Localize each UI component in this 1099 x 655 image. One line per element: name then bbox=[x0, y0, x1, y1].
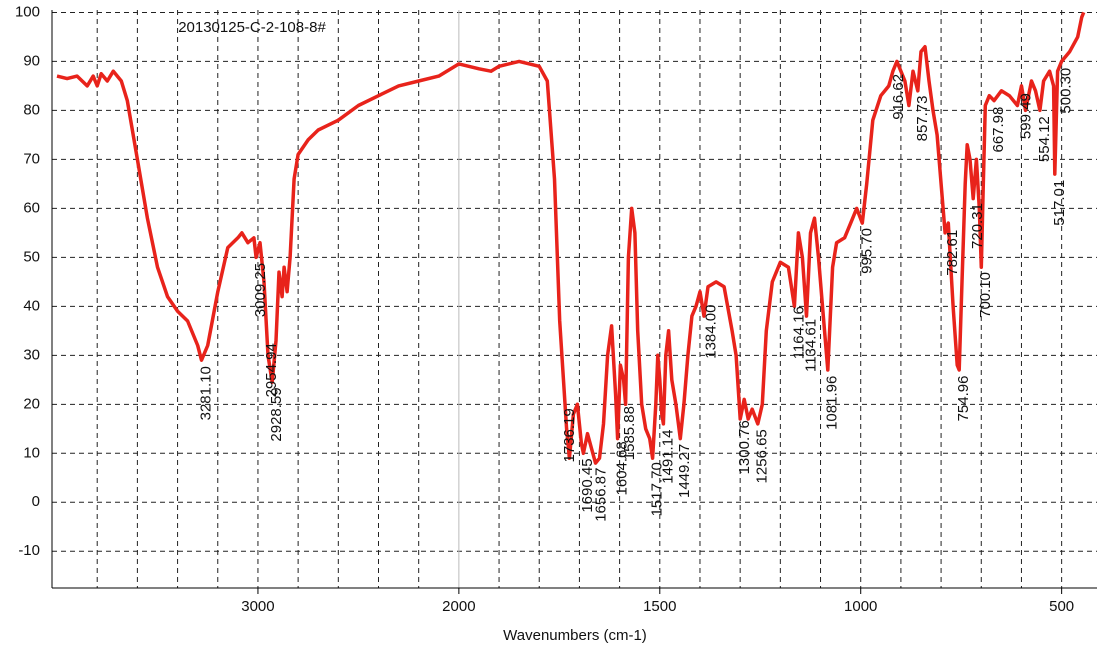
peak-label: 1517.70 bbox=[649, 462, 666, 516]
y-tick-label: 30 bbox=[23, 346, 40, 363]
y-tick-label: 100 bbox=[15, 3, 40, 20]
peak-label: 1585.88 bbox=[621, 406, 638, 460]
peak-label: 782.61 bbox=[944, 230, 961, 276]
peak-label: 554.12 bbox=[1036, 116, 1053, 162]
peak-label: 3009.25 bbox=[252, 263, 269, 317]
peak-label: 1690.45 bbox=[579, 458, 596, 512]
spectrum-line bbox=[56, 11, 1086, 465]
x-tick-label: 2000 bbox=[442, 598, 475, 615]
peak-label: 1300.76 bbox=[736, 420, 753, 474]
peak-label: 720.31 bbox=[969, 203, 986, 249]
y-tick-label: 40 bbox=[23, 297, 40, 314]
peak-label: 1081.96 bbox=[824, 376, 841, 430]
peak-label: 1736.19 bbox=[561, 408, 578, 462]
peak-label: 3281.10 bbox=[197, 366, 214, 420]
peak-label: 995.70 bbox=[858, 228, 875, 274]
y-tick-label: -10 bbox=[18, 542, 40, 559]
peak-label: 1491.14 bbox=[659, 430, 676, 484]
x-tick-label: 1500 bbox=[643, 598, 676, 615]
chart-title: 20130125-C-2-108-8# bbox=[178, 19, 326, 36]
y-tick-label: 60 bbox=[23, 199, 40, 216]
peak-label: 1164.16 bbox=[791, 306, 808, 359]
y-tick-label: 20 bbox=[23, 395, 40, 412]
y-tick-label: 80 bbox=[23, 101, 40, 118]
peak-label: 1256.65 bbox=[754, 429, 771, 483]
peak-label: 857.73 bbox=[914, 95, 931, 141]
y-tick-label: 90 bbox=[23, 52, 40, 69]
peak-label: 599.49 bbox=[1018, 93, 1035, 139]
y-tick-label: 0 bbox=[32, 493, 40, 510]
x-tick-label: 3000 bbox=[241, 598, 274, 615]
peak-label: 2928.59 bbox=[268, 387, 285, 441]
peak-label: 1384.00 bbox=[702, 305, 719, 359]
peak-label: 1656.87 bbox=[593, 468, 610, 522]
peak-label: 916.62 bbox=[890, 74, 907, 120]
peak-label: 1134.61 bbox=[803, 319, 820, 372]
x-tick-label: 500 bbox=[1049, 598, 1074, 615]
y-tick-label: 10 bbox=[23, 444, 40, 461]
peak-label: 2954.94 bbox=[263, 343, 280, 397]
y-tick-label: 50 bbox=[23, 248, 40, 265]
peak-label: 667.98 bbox=[990, 107, 1007, 153]
x-axis-label: Wavenumbers (cm-1) bbox=[503, 627, 647, 644]
peak-label: 1449.27 bbox=[676, 444, 693, 498]
y-tick-label: 70 bbox=[23, 150, 40, 167]
peak-label: 700.10 bbox=[977, 272, 994, 318]
x-tick-label: 1000 bbox=[844, 598, 877, 615]
peak-label: 1604.68 bbox=[614, 441, 631, 495]
peak-label: 517.01 bbox=[1051, 180, 1068, 226]
peak-label: 754.96 bbox=[955, 376, 972, 422]
peak-label: 500.30 bbox=[1057, 68, 1074, 114]
